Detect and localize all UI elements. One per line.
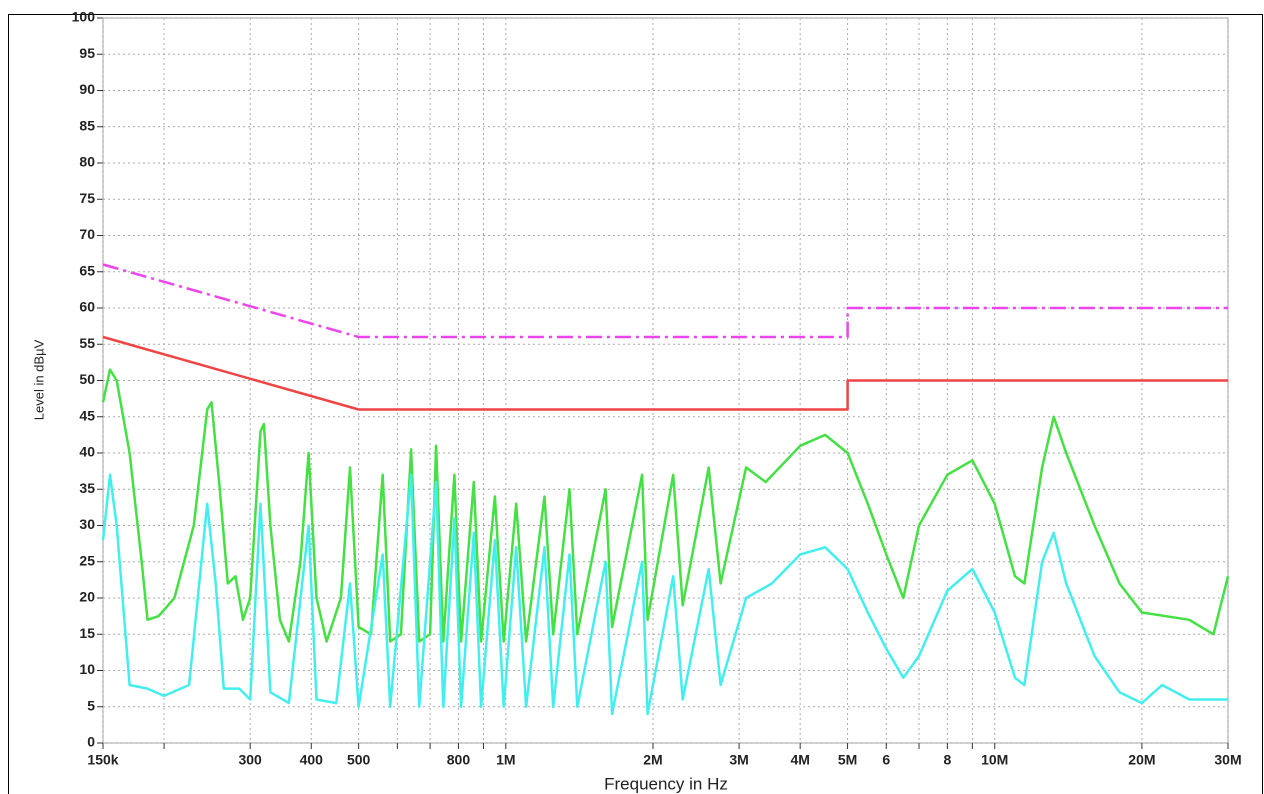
- y-tick-label: 95: [79, 45, 95, 61]
- series-line: [101, 473, 1228, 716]
- y-tick-label: 30: [79, 516, 95, 532]
- x-tick-label: 3M: [729, 752, 748, 768]
- y-tick-label: 80: [79, 154, 95, 170]
- y-tick-label: 40: [79, 444, 95, 460]
- y-tick-label: 15: [79, 625, 95, 641]
- series-line: [102, 263, 1228, 339]
- x-tick-label: 400: [300, 752, 324, 768]
- x-tick-label: 500: [347, 752, 371, 768]
- y-tick-label: 55: [79, 335, 95, 351]
- y-tick-label: 65: [79, 262, 95, 278]
- x-tick-label: 800: [447, 752, 471, 768]
- x-tick-label: 20M: [1128, 752, 1155, 768]
- y-tick-label: 60: [79, 299, 95, 315]
- series-line: [101, 368, 1230, 643]
- y-tick-label: 35: [79, 480, 95, 496]
- frame: [8, 14, 1263, 794]
- series-line: [102, 335, 1228, 411]
- y-tick-label: 50: [79, 371, 95, 387]
- y-tick-label: 20: [79, 589, 95, 605]
- x-tick-label: 4M: [790, 752, 809, 768]
- y-tick-label: 85: [79, 117, 95, 133]
- y-tick-label: 10: [79, 661, 95, 677]
- x-tick-label: 1M: [496, 752, 515, 768]
- x-axis-label: Frequency in Hz: [604, 774, 728, 793]
- x-tick-label: 300: [238, 752, 262, 768]
- x-tick-label: 6: [882, 752, 890, 768]
- x-tick-label: 2M: [643, 752, 662, 768]
- y-tick-label: 100: [72, 9, 96, 25]
- y-tick-label: 75: [79, 190, 95, 206]
- y-axis-label: Level in dBµV: [31, 339, 46, 420]
- y-tick-label: 25: [79, 552, 95, 568]
- y-tick-label: 90: [79, 81, 95, 97]
- y-tick-label: 45: [79, 407, 95, 423]
- x-tick-label: 8: [943, 752, 951, 768]
- x-tick-label: 10M: [981, 752, 1008, 768]
- x-tick-label: 5M: [838, 752, 857, 768]
- y-tick-label: 5: [87, 697, 95, 713]
- x-tick-label: 150k: [87, 752, 118, 768]
- y-tick-label: 70: [79, 226, 95, 242]
- y-tick-label: 0: [87, 734, 95, 750]
- x-tick-label: 30M: [1214, 752, 1241, 768]
